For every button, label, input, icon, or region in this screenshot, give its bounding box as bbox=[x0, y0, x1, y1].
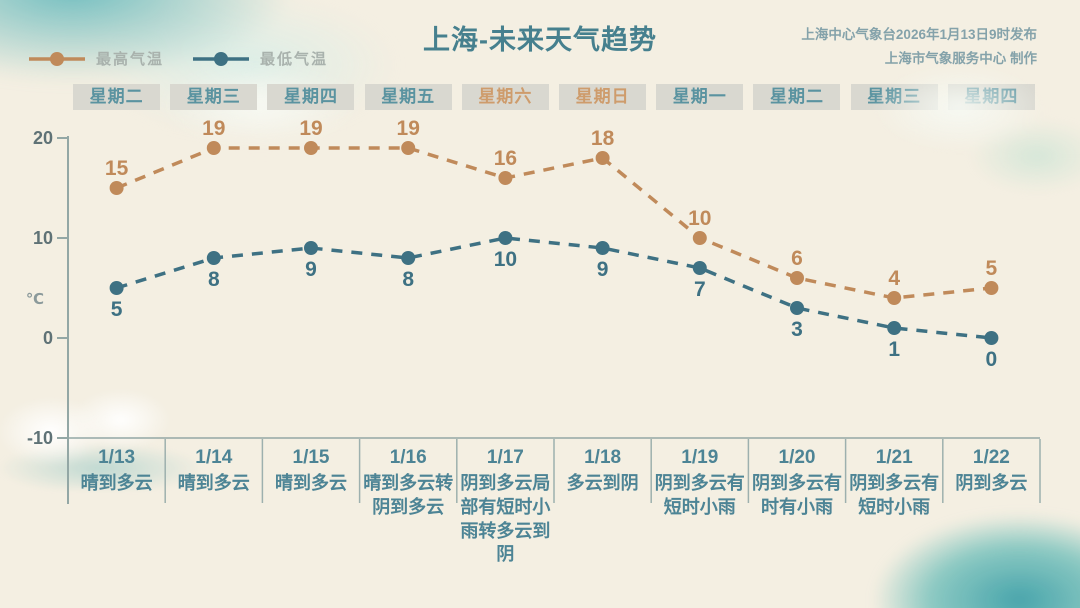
data-point-label: 15 bbox=[105, 157, 129, 180]
source-line-1: 上海中心气象台2026年1月13日9时发布 bbox=[801, 27, 1037, 42]
y-tick-label: -10 bbox=[27, 428, 53, 448]
weekday-cell: 星期二 bbox=[748, 84, 845, 110]
forecast-table: 1/13 晴到多云 1/14 晴到多云 1/15 晴到多云 1/16 晴到多云转阴到多云 1/1… bbox=[68, 447, 1040, 567]
data-point bbox=[595, 151, 610, 165]
y-tick-label: 10 bbox=[33, 228, 53, 248]
forecast-weather-text: 阴到多云有短时小雨 bbox=[654, 473, 745, 517]
data-point bbox=[984, 281, 999, 295]
weekday-label: 星期一 bbox=[656, 84, 744, 110]
forecast-cell: 1/19 阴到多云有短时小雨 bbox=[651, 447, 748, 567]
data-point-label: 10 bbox=[494, 248, 517, 271]
weekday-cell: 星期六 bbox=[457, 84, 554, 110]
data-point-label: 10 bbox=[688, 207, 711, 230]
forecast-date: 1/19 bbox=[681, 447, 719, 468]
forecast-date: 1/17 bbox=[486, 447, 524, 468]
forecast-cell: 1/18 多云到阴 bbox=[554, 447, 651, 567]
y-tick-label: 0 bbox=[43, 328, 53, 348]
page-title: 上海-未来天气趋势 bbox=[423, 25, 657, 55]
data-point bbox=[401, 251, 416, 265]
forecast-cell: 1/16 晴到多云转阴到多云 bbox=[360, 447, 457, 567]
forecast-date: 1/22 bbox=[972, 447, 1010, 468]
data-point bbox=[790, 301, 804, 315]
forecast-weather-text: 阴到多云有时有小雨 bbox=[751, 473, 842, 517]
data-point bbox=[498, 231, 513, 245]
forecast-date: 1/14 bbox=[195, 447, 233, 468]
data-point bbox=[887, 321, 902, 335]
data-point bbox=[304, 141, 318, 155]
data-point bbox=[206, 251, 221, 265]
data-point bbox=[401, 141, 416, 155]
data-point-label: 19 bbox=[202, 117, 225, 140]
data-point-label: 16 bbox=[494, 147, 517, 170]
data-point-label: 5 bbox=[986, 257, 998, 280]
forecast-weather-text: 阴到多云局部有短时小雨转多云到阴 bbox=[460, 473, 551, 565]
data-point-label: 9 bbox=[597, 258, 609, 281]
data-point bbox=[304, 241, 318, 255]
data-point-label: 5 bbox=[111, 298, 123, 321]
forecast-cell: 1/20 阴到多云有时有小雨 bbox=[748, 447, 845, 567]
weekday-label: 星期日 bbox=[559, 84, 647, 110]
data-point-label: 9 bbox=[305, 258, 317, 281]
series-line-low bbox=[116, 236, 992, 340]
forecast-date: 1/16 bbox=[389, 447, 427, 468]
forecast-weather-text: 晴到多云 bbox=[80, 473, 153, 493]
forecast-date: 1/13 bbox=[98, 447, 136, 468]
data-point-label: 19 bbox=[299, 117, 322, 140]
data-point-label: 18 bbox=[591, 127, 615, 150]
y-tick-label: 20 bbox=[33, 128, 53, 148]
data-point bbox=[984, 331, 999, 345]
forecast-date: 1/20 bbox=[778, 447, 816, 468]
forecast-cell: 1/17 阴到多云局部有短时小雨转多云到阴 bbox=[457, 447, 554, 567]
weekday-label: 星期二 bbox=[753, 84, 841, 110]
data-point bbox=[498, 171, 513, 185]
y-axis-unit-label: ℃ bbox=[26, 291, 44, 308]
forecast-date: 1/15 bbox=[292, 447, 330, 468]
data-point-label: 8 bbox=[208, 268, 220, 291]
forecast-cell: 1/15 晴到多云 bbox=[262, 447, 359, 567]
forecast-cell: 1/21 阴到多云有短时小雨 bbox=[846, 447, 943, 567]
forecast-date: 1/18 bbox=[584, 447, 622, 468]
data-point bbox=[206, 141, 221, 155]
series-line-high bbox=[115, 146, 992, 300]
weekday-cell: 星期日 bbox=[554, 84, 651, 110]
forecast-weather-text: 阴到多云 bbox=[955, 473, 1028, 493]
data-point-label: 7 bbox=[694, 278, 706, 301]
forecast-cell: 1/14 晴到多云 bbox=[165, 447, 262, 567]
data-point bbox=[109, 181, 124, 195]
data-point bbox=[692, 261, 707, 275]
data-point-label: 19 bbox=[397, 117, 420, 140]
data-point-label: 8 bbox=[402, 268, 414, 291]
weekday-label: 星期六 bbox=[461, 84, 549, 110]
forecast-weather-text: 晴到多云 bbox=[177, 473, 250, 493]
data-point-label: 4 bbox=[888, 267, 900, 290]
data-point bbox=[887, 291, 902, 305]
forecast-cell: 1/22 阴到多云 bbox=[943, 447, 1040, 567]
forecast-date: 1/21 bbox=[875, 447, 913, 468]
forecast-weather-text: 多云到阴 bbox=[566, 473, 639, 493]
weekday-cell: 星期一 bbox=[651, 84, 748, 110]
data-point bbox=[790, 271, 804, 285]
data-point bbox=[692, 231, 707, 245]
forecast-weather-text: 阴到多云有短时小雨 bbox=[849, 473, 940, 517]
forecast-cell: 1/13 晴到多云 bbox=[68, 447, 165, 567]
data-point-label: 3 bbox=[791, 318, 803, 341]
data-point bbox=[595, 241, 610, 255]
data-point bbox=[109, 281, 124, 295]
data-point-label: 6 bbox=[791, 247, 803, 270]
forecast-weather-text: 晴到多云 bbox=[274, 473, 347, 493]
forecast-weather-text: 晴到多云转阴到多云 bbox=[363, 473, 454, 517]
data-point-label: 1 bbox=[888, 338, 900, 361]
data-point-label: 0 bbox=[986, 348, 998, 371]
